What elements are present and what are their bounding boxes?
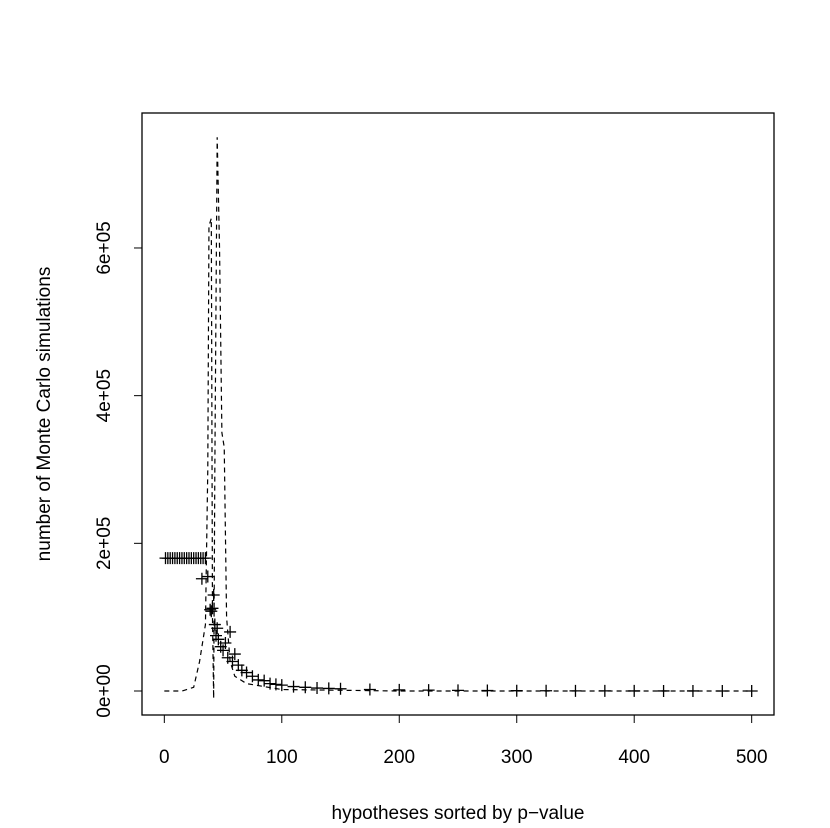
point bbox=[322, 682, 335, 695]
point bbox=[311, 682, 324, 695]
x-tick-label: 300 bbox=[501, 747, 533, 768]
point bbox=[205, 605, 218, 618]
point bbox=[422, 684, 435, 697]
point bbox=[275, 679, 288, 692]
point bbox=[287, 680, 300, 693]
point bbox=[219, 637, 232, 650]
point bbox=[334, 682, 347, 695]
point bbox=[235, 664, 248, 677]
x-axis-label: hypotheses sorted by p−value bbox=[332, 803, 585, 824]
y-tick-label: 2e+05 bbox=[94, 517, 115, 570]
x-tick-label: 0 bbox=[159, 747, 170, 768]
y-tick-label: 4e+05 bbox=[94, 369, 115, 422]
line bbox=[164, 137, 752, 699]
point bbox=[224, 625, 237, 638]
point bbox=[252, 673, 265, 686]
y-tick-label: 6e+05 bbox=[94, 221, 115, 274]
point bbox=[363, 683, 376, 696]
point bbox=[299, 681, 312, 694]
point bbox=[393, 683, 406, 696]
x-tick-label: 100 bbox=[266, 747, 298, 768]
x-tick-label: 400 bbox=[618, 747, 650, 768]
point bbox=[217, 644, 230, 657]
x-tick-label: 500 bbox=[736, 747, 768, 768]
y-tick-label: 0e+00 bbox=[94, 664, 115, 717]
point bbox=[258, 674, 271, 687]
plot-box bbox=[141, 112, 775, 716]
x-tick-label: 200 bbox=[383, 747, 415, 768]
y-axis-label: number of Monte Carlo simulations bbox=[34, 267, 55, 562]
point bbox=[228, 648, 241, 661]
point bbox=[199, 552, 212, 565]
